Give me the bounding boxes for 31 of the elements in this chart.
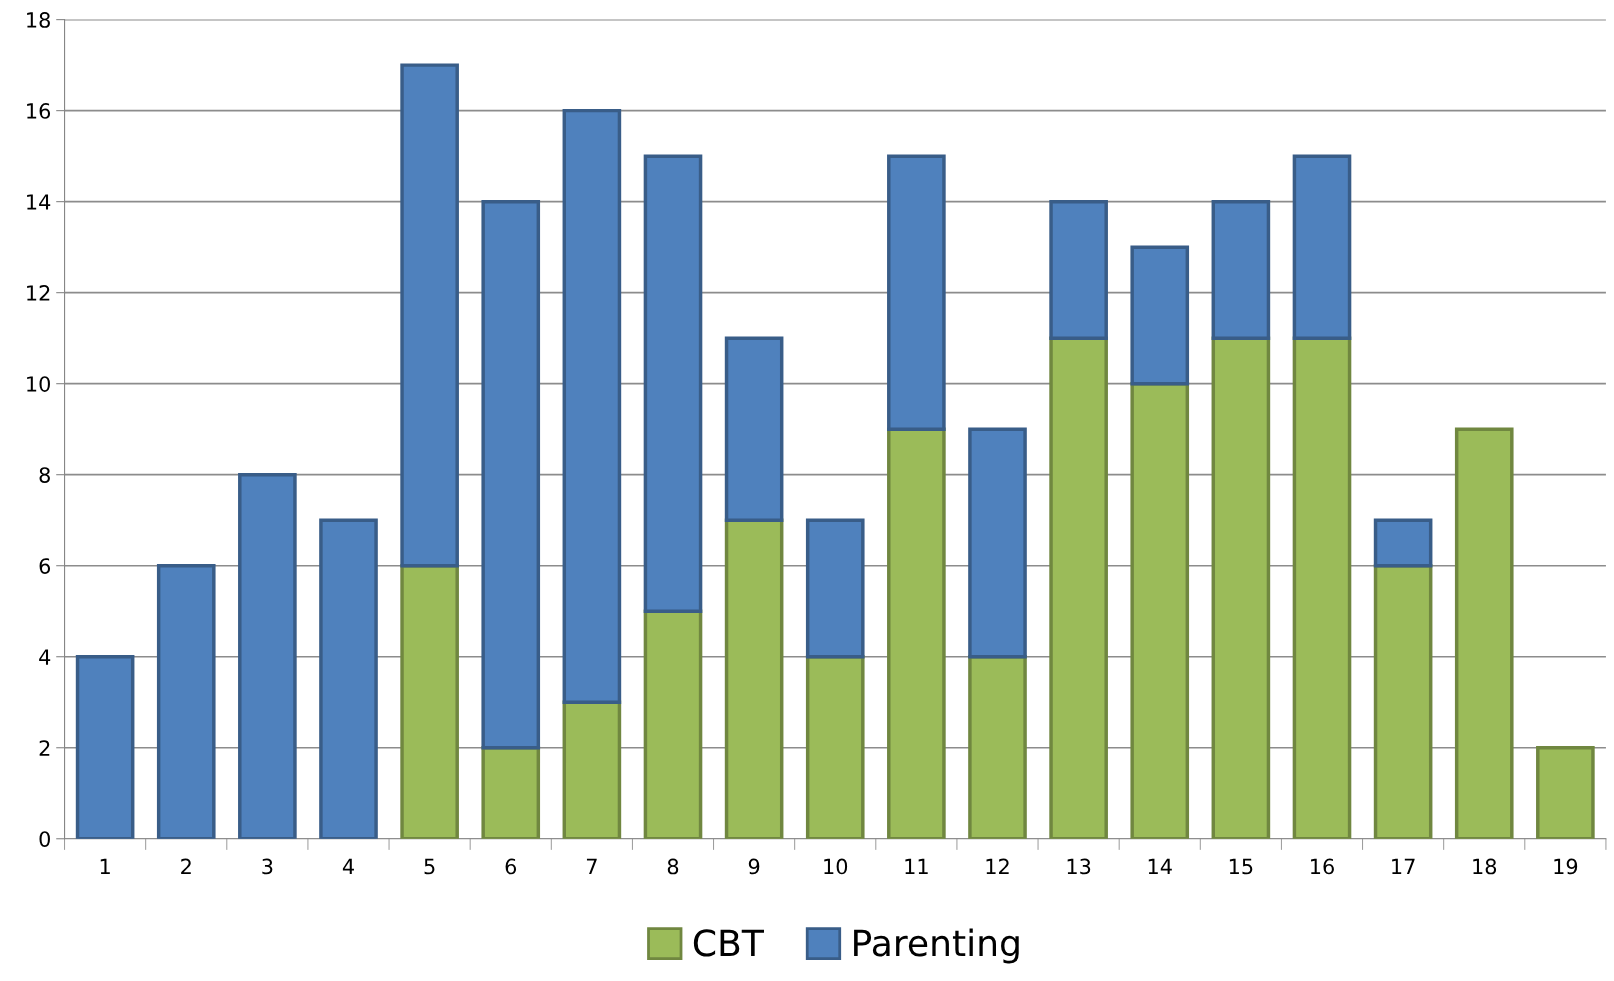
y-tick-label: 18: [27, 12, 50, 28]
x-tick-label: 6: [505, 858, 517, 875]
x-tick-label: 3: [262, 858, 273, 875]
x-tick-label: 10: [824, 858, 848, 875]
x-tick-label: 17: [1392, 858, 1415, 875]
x-tick-label: 1: [100, 858, 110, 875]
x-tick-label: 9: [748, 858, 760, 875]
legend-label: Parenting: [854, 928, 1019, 964]
x-tick-label: 13: [1067, 858, 1091, 875]
x-tick-label: 7: [586, 858, 597, 875]
x-tick-label: 19: [1554, 858, 1578, 875]
y-tick-label: 10: [27, 376, 50, 392]
y-tick-label: 12: [27, 285, 50, 301]
x-tick-label: 15: [1229, 858, 1253, 875]
x-tick-label: 12: [986, 858, 1009, 875]
y-tick-label: 2: [39, 740, 50, 756]
y-tick-label: 16: [27, 103, 51, 119]
y-tick-label: 8: [39, 467, 50, 483]
x-tick-label: 14: [1148, 858, 1172, 875]
x-tick-label: 11: [905, 858, 928, 875]
x-tick-label: 4: [342, 858, 354, 875]
y-tick-label: 14: [27, 194, 51, 210]
y-tick-label: 4: [39, 649, 51, 665]
y-tick-label: 0: [39, 831, 50, 847]
x-tick-label: 5: [424, 858, 435, 875]
x-tick-label: 18: [1473, 858, 1497, 875]
legend-label: CBT: [693, 929, 764, 957]
x-tick-label: 16: [1311, 858, 1334, 875]
y-tick-label: 6: [39, 558, 51, 574]
x-tick-label: 2: [181, 858, 191, 875]
x-tick-label: 8: [667, 858, 679, 875]
